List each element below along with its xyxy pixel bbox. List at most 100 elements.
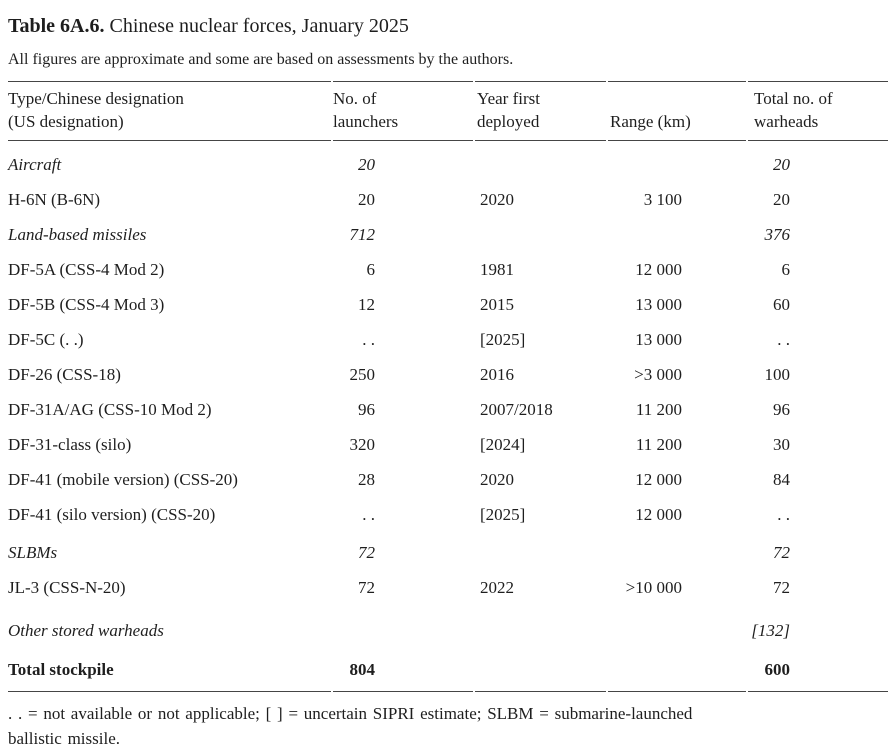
table-footnote: . . = not available or not applicable; [… [8, 701, 890, 751]
table-row: DF-5A (CSS-4 Mod 2) 6 1981 12 000 6 [8, 246, 888, 281]
nuclear-forces-table: Type/Chinese designation (US designation… [6, 81, 890, 692]
range-cell: 11 200 [635, 435, 682, 454]
launchers-cell: 12 [358, 295, 375, 314]
range-cell: >3 000 [634, 365, 682, 384]
table-caption: Chinese nuclear forces, January 2025 [109, 15, 409, 37]
type-cell: DF-5B (CSS-4 Mod 3) [8, 295, 165, 314]
column-header-launchers: No. of launchers [333, 81, 473, 141]
table-row: Other stored warheads [132] [8, 599, 888, 642]
year-cell: 2020 [480, 470, 514, 489]
launchers-cell: . . [362, 505, 375, 524]
header-line: Total no. of [754, 89, 833, 108]
warheads-cell: . . [777, 505, 790, 524]
year-cell: 2020 [480, 190, 514, 209]
launchers-cell: 20 [358, 155, 375, 174]
table-header: Type/Chinese designation (US designation… [8, 81, 888, 141]
footnote-line-2: ballistic missile. [8, 729, 120, 748]
year-cell: 2016 [480, 365, 514, 384]
warheads-cell: 20 [773, 190, 790, 209]
launchers-cell: 96 [358, 400, 375, 419]
table-subtitle: All figures are approximate and some are… [8, 51, 514, 68]
year-cell: 2022 [480, 578, 514, 597]
warheads-cell: [132] [751, 621, 790, 640]
range-cell: 11 200 [635, 400, 682, 419]
year-cell [475, 599, 606, 642]
year-cell [475, 526, 606, 564]
range-cell [608, 211, 746, 246]
table-row: Aircraft 20 20 [8, 141, 888, 176]
warheads-cell: 6 [781, 260, 791, 279]
table-row: JL-3 (CSS-N-20) 72 2022 >10 000 72 [8, 564, 888, 599]
launchers-cell: 28 [358, 470, 375, 489]
launchers-cell: 804 [333, 642, 473, 692]
column-header-range: Range (km) [608, 81, 746, 141]
table-row: H-6N (B-6N) 20 2020 3 100 20 [8, 176, 888, 211]
warheads-cell: 84 [773, 470, 790, 489]
header-line: No. of [333, 89, 377, 108]
launchers-cell: 20 [358, 190, 375, 209]
type-cell: SLBMs [8, 543, 58, 562]
range-cell [608, 141, 746, 176]
year-cell [475, 141, 606, 176]
header-line: Range (km) [610, 112, 691, 131]
header-line: deployed [477, 112, 540, 131]
table-row-total: Total stockpile 804 600 [8, 642, 888, 692]
warheads-cell: 20 [773, 155, 790, 174]
range-cell: >10 000 [625, 578, 682, 597]
table-row: Land-based missiles 712 376 [8, 211, 888, 246]
table-row: DF-41 (silo version) (CSS-20) . . [2025]… [8, 491, 888, 526]
table-body: Aircraft 20 20 H-6N (B-6N) 20 2020 3 100… [8, 141, 888, 692]
table-title: Table 6A.6. Chinese nuclear forces, Janu… [8, 13, 890, 39]
warheads-cell: 376 [764, 225, 791, 244]
type-cell: DF-41 (mobile version) (CSS-20) [8, 470, 238, 489]
year-cell: 2015 [480, 295, 514, 314]
type-cell: DF-31A/AG (CSS-10 Mod 2) [8, 400, 212, 419]
header-line: Type/Chinese designation [8, 89, 184, 108]
year-cell: [2025] [480, 505, 526, 524]
table-row: DF-26 (CSS-18) 250 2016 >3 000 100 [8, 351, 888, 386]
launchers-cell: 72 [358, 578, 375, 597]
year-cell [475, 642, 606, 692]
launchers-cell: . . [362, 330, 375, 349]
footnote-line-1: . . = not available or not applicable; [… [8, 704, 693, 723]
year-cell [475, 211, 606, 246]
range-cell: 12 000 [635, 505, 682, 524]
column-header-year: Year first deployed [475, 81, 606, 141]
warheads-cell: 600 [748, 642, 888, 692]
table-row: SLBMs 72 72 [8, 526, 888, 564]
warheads-cell: 30 [773, 435, 790, 454]
type-cell: H-6N (B-6N) [8, 190, 101, 209]
type-cell: Other stored warheads [8, 621, 164, 640]
range-cell: 13 000 [635, 295, 682, 314]
range-cell [608, 642, 746, 692]
header-line: warheads [754, 112, 819, 131]
header-line: launchers [333, 112, 399, 131]
type-cell: DF-5A (CSS-4 Mod 2) [8, 260, 165, 279]
year-cell: 1981 [480, 260, 514, 279]
table-row: DF-31A/AG (CSS-10 Mod 2) 96 2007/2018 11… [8, 386, 888, 421]
header-line: (US designation) [8, 112, 124, 131]
table-row: DF-31-class (silo) 320 [2024] 11 200 30 [8, 421, 888, 456]
range-cell: 12 000 [635, 470, 682, 489]
column-header-warheads: Total no. of warheads [748, 81, 888, 141]
type-cell: DF-31-class (silo) [8, 435, 132, 454]
warheads-cell: 72 [773, 543, 790, 562]
launchers-cell: 320 [349, 435, 376, 454]
table-row: DF-5C (. .) . . [2025] 13 000 . . [8, 316, 888, 351]
launchers-cell: 250 [349, 365, 376, 384]
table-number: Table 6A.6. [8, 15, 105, 37]
type-cell: DF-26 (CSS-18) [8, 365, 121, 384]
warheads-cell: 96 [773, 400, 790, 419]
range-cell: 3 100 [643, 190, 682, 209]
year-cell: [2024] [480, 435, 526, 454]
range-cell [608, 599, 746, 642]
type-cell: JL-3 (CSS-N-20) [8, 578, 126, 597]
type-cell: DF-41 (silo version) (CSS-20) [8, 505, 216, 524]
type-cell: Land-based missiles [8, 225, 147, 244]
range-cell: 13 000 [635, 330, 682, 349]
warheads-cell: 60 [773, 295, 790, 314]
type-cell: DF-5C (. .) [8, 330, 84, 349]
year-cell: 2007/2018 [480, 400, 553, 419]
warheads-cell: . . [777, 330, 790, 349]
